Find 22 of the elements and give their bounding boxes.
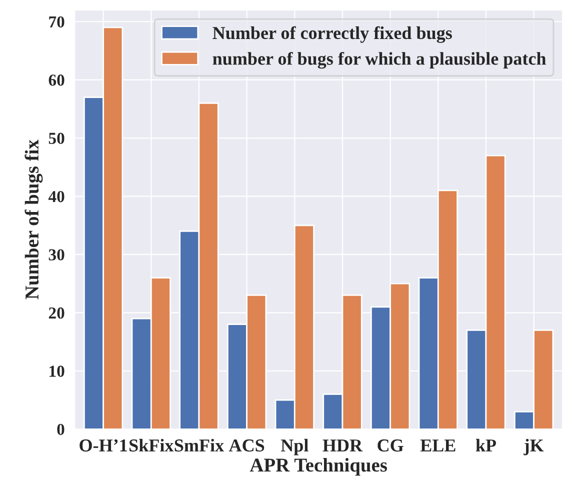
y-tick-label: 40 <box>48 190 64 202</box>
x-axis-title: APR Techniques <box>250 458 387 476</box>
y-tick-label: 70 <box>49 16 64 28</box>
x-tick-label: Npl <box>280 438 308 456</box>
y-tick-label: 50 <box>48 132 64 144</box>
x-tick-label: HDR <box>322 440 363 452</box>
y-tick-label: 20 <box>48 307 64 319</box>
legend-label: Number of correctly fixed bugs <box>212 26 452 43</box>
x-tick-label: ELE <box>420 440 456 452</box>
legend-label: number of bugs for which a plausible patch <box>212 52 546 69</box>
y-tick-label: 30 <box>48 249 64 260</box>
x-tick-label: kP <box>476 438 496 452</box>
y-tick-label: 10 <box>50 366 64 377</box>
x-tick-label: CG <box>378 439 404 452</box>
y-axis-title: Number of bugs fix <box>24 140 43 300</box>
x-tick-label: O-H’1 <box>80 439 127 452</box>
x-tick-label: jK <box>524 438 544 456</box>
y-tick-label: 60 <box>48 74 64 86</box>
y-tick-label: 0 <box>57 424 64 436</box>
x-tick-label: SkFix <box>130 438 174 452</box>
x-tick-label: ACS <box>228 439 264 452</box>
x-tick-label: SmFix <box>174 438 224 452</box>
